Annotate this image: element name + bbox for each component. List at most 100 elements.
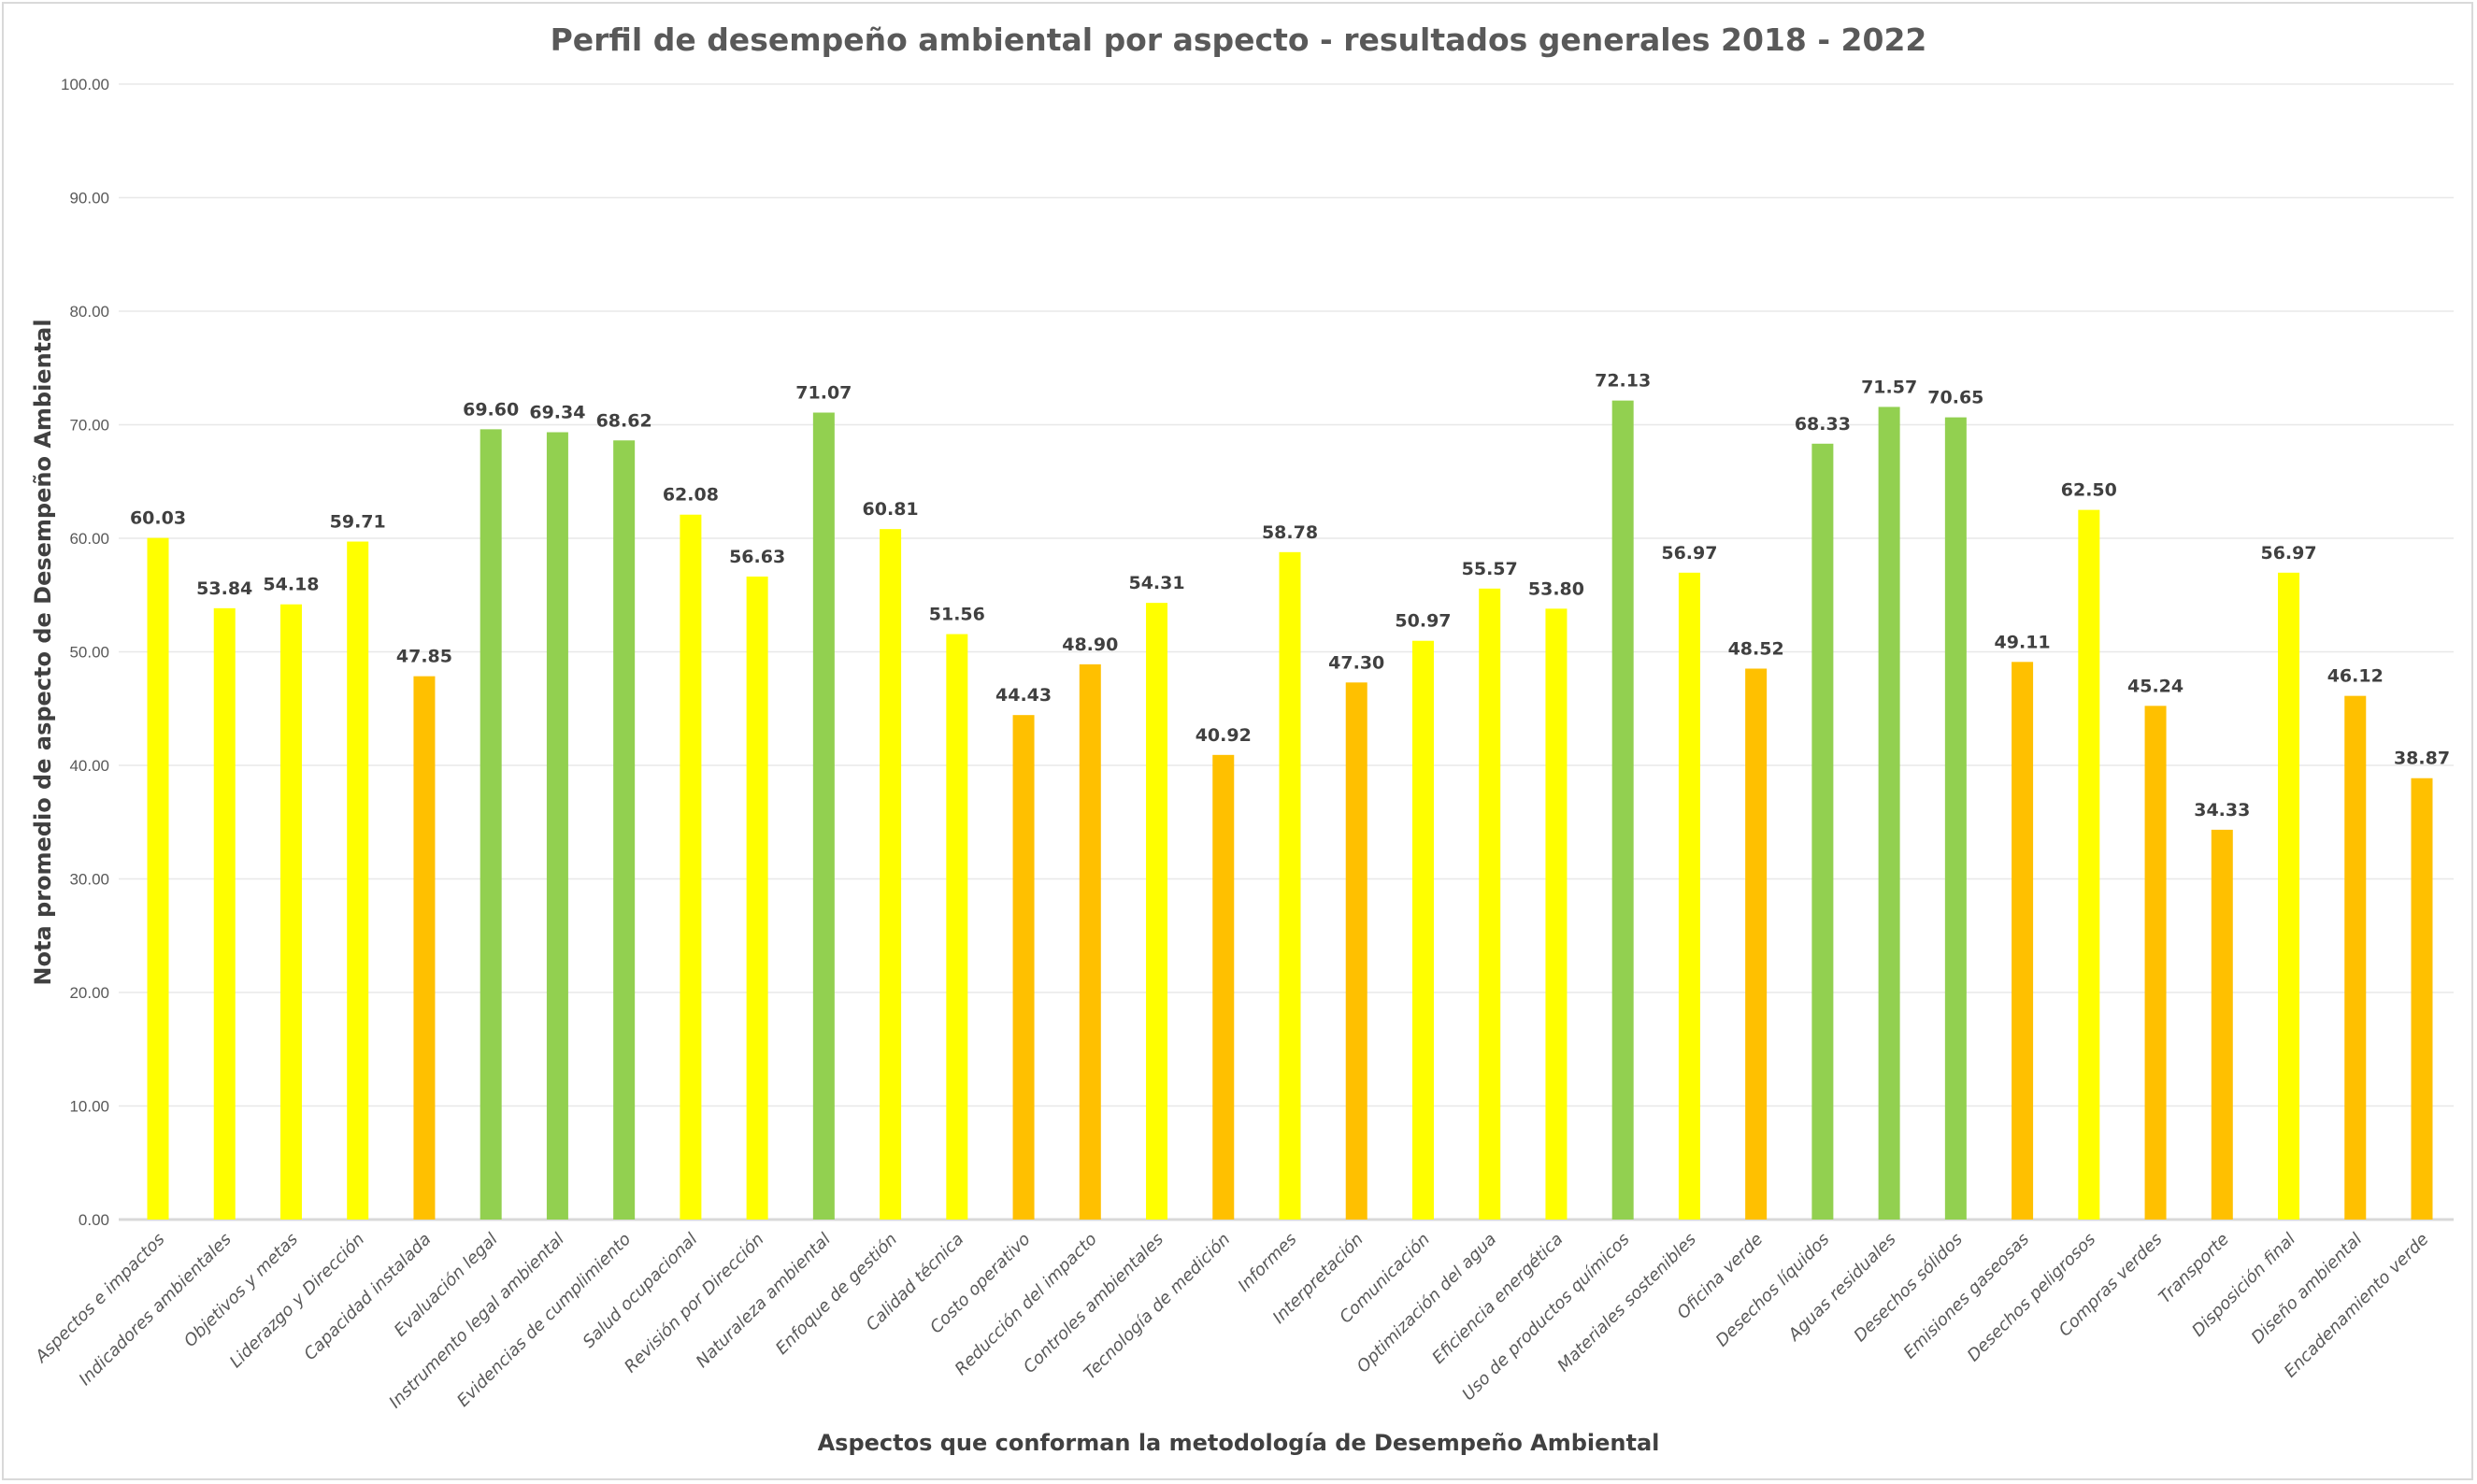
data-label: 62.08 — [663, 485, 719, 506]
category-label: Objetivos y metas — [180, 1230, 302, 1351]
y-tick-label: 80.00 — [69, 303, 109, 321]
data-label: 40.92 — [1196, 725, 1252, 746]
category-label: Enfoque de gestión — [772, 1230, 901, 1359]
bar — [1411, 640, 1434, 1220]
data-label: 69.34 — [529, 403, 585, 423]
data-label: 47.30 — [1328, 652, 1384, 673]
chart-title: Perfil de desempeño ambiental por aspect… — [551, 21, 1927, 58]
bar — [1811, 443, 1834, 1220]
bar — [2211, 829, 2233, 1220]
bar — [1944, 417, 1967, 1220]
data-label: 56.97 — [2260, 543, 2316, 564]
data-label: 58.78 — [1262, 522, 1318, 543]
bar — [1545, 608, 1568, 1220]
y-tick-label: 20.00 — [69, 984, 109, 1002]
y-tick-label: 0.00 — [79, 1211, 109, 1229]
bar — [1345, 682, 1367, 1220]
y-tick-label: 10.00 — [69, 1098, 109, 1116]
category-label: Capacidad instalada — [300, 1230, 435, 1364]
category-label: Desechos peligrosos — [1964, 1230, 2100, 1366]
data-labels: 60.03 53.84 54.18 59.71 47.85 69.60 69.34 68.62… — [130, 371, 2450, 820]
bar — [347, 541, 369, 1220]
y-tick-label: 100.00 — [61, 76, 109, 93]
data-label: 68.33 — [1795, 414, 1851, 435]
bar — [147, 537, 169, 1220]
data-label: 62.50 — [2061, 480, 2117, 501]
bar — [1745, 668, 1768, 1220]
bar — [680, 514, 702, 1220]
data-label: 54.18 — [263, 575, 319, 595]
bar — [1212, 754, 1235, 1220]
category-label: Aspectos e impactos — [31, 1230, 168, 1367]
data-label: 48.52 — [1728, 638, 1784, 659]
bar — [1279, 551, 1301, 1220]
data-label: 60.81 — [863, 499, 919, 520]
data-label: 70.65 — [1927, 388, 1983, 408]
bar — [1146, 603, 1168, 1220]
y-axis-ticks: 0.00 10.00 20.00 30.00 40.00 50.00 60.00 70.00 8… — [61, 76, 109, 1229]
y-tick-label: 40.00 — [69, 757, 109, 775]
data-label: 69.60 — [463, 399, 519, 420]
y-tick-label: 30.00 — [69, 871, 109, 889]
bar — [546, 432, 568, 1220]
bar — [213, 607, 236, 1220]
data-label: 54.31 — [1128, 573, 1184, 593]
category-label: Materiales sostenibles — [1553, 1230, 1700, 1377]
bar — [1012, 715, 1035, 1220]
data-label: 71.07 — [795, 382, 852, 403]
bar — [880, 529, 902, 1220]
data-label: 38.87 — [2394, 749, 2450, 769]
data-label: 49.11 — [1995, 632, 2051, 652]
y-tick-label: 90.00 — [69, 190, 109, 207]
data-label: 56.97 — [1661, 543, 1717, 564]
data-label: 56.63 — [729, 547, 785, 567]
bar — [413, 676, 436, 1220]
bar — [1079, 664, 1101, 1220]
data-label: 53.80 — [1528, 578, 1584, 599]
gridlines — [119, 83, 2454, 1221]
y-axis-title: Nota promedio de aspecto de Desempeño Am… — [30, 319, 56, 985]
bar — [480, 429, 502, 1220]
data-label: 48.90 — [1062, 635, 1118, 655]
bar — [2278, 572, 2300, 1220]
data-label: 59.71 — [330, 512, 386, 533]
bar — [2078, 509, 2100, 1220]
category-label: Salud ocupacional — [580, 1230, 702, 1352]
y-tick-label: 70.00 — [69, 417, 109, 435]
data-label: 71.57 — [1861, 377, 1917, 397]
category-label: Diseño ambiental — [2248, 1230, 2367, 1348]
data-label: 46.12 — [2327, 666, 2384, 687]
data-label: 51.56 — [929, 605, 985, 625]
category-label: Desechos líquidos — [1712, 1230, 1834, 1351]
bar — [1479, 588, 1501, 1220]
category-label: Liderazgo y Dirección — [226, 1230, 368, 1372]
data-label: 34.33 — [2194, 800, 2250, 820]
data-label: 68.62 — [596, 410, 652, 431]
bar — [946, 634, 968, 1220]
bar — [746, 576, 768, 1220]
x-axis-title: Aspectos que conforman la metodología de… — [818, 1430, 1660, 1456]
bar — [2344, 695, 2367, 1220]
data-label: 60.03 — [130, 508, 186, 529]
bar — [1678, 572, 1700, 1220]
category-label: Emisiones gaseosas — [1900, 1230, 2034, 1363]
data-label: 45.24 — [2127, 676, 2183, 696]
bar — [613, 440, 636, 1220]
bar — [2411, 778, 2433, 1220]
y-tick-label: 60.00 — [69, 530, 109, 548]
y-tick-label: 50.00 — [69, 644, 109, 662]
bar — [812, 412, 835, 1220]
data-label: 47.85 — [396, 647, 452, 667]
category-label: Naturaleza ambiental — [693, 1230, 835, 1372]
data-label: 72.13 — [1595, 371, 1651, 392]
bar — [1611, 400, 1634, 1220]
bar — [2144, 706, 2167, 1220]
bar — [279, 604, 302, 1220]
data-label: 53.84 — [196, 578, 252, 599]
data-label: 44.43 — [995, 685, 1052, 706]
bars — [147, 400, 2433, 1220]
data-label: 55.57 — [1462, 559, 1518, 579]
